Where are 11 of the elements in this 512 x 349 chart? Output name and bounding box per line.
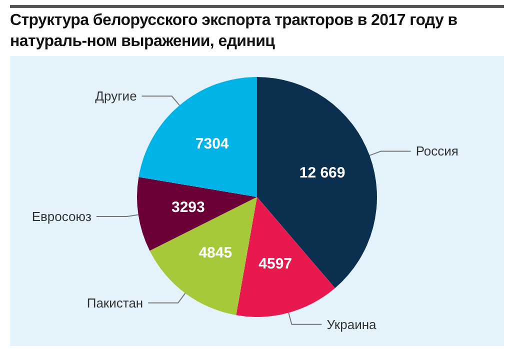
data-label: 3293 [171,198,205,216]
slice-label: Украина [326,316,378,332]
slice-label: Другие [95,88,137,104]
data-label: 4845 [198,244,232,262]
slice-label: Евросоюз [32,209,92,224]
data-label: 12 669 [299,164,346,182]
data-label: 4597 [258,256,292,273]
chart-title: Структура белорусского экспорта тракторов в 2017 году в натураль-ном выражении, единиц [10,11,458,52]
data-label: 7304 [195,135,230,152]
slice-label: Россия [416,144,458,159]
slice-label: Пакистан [86,295,144,310]
